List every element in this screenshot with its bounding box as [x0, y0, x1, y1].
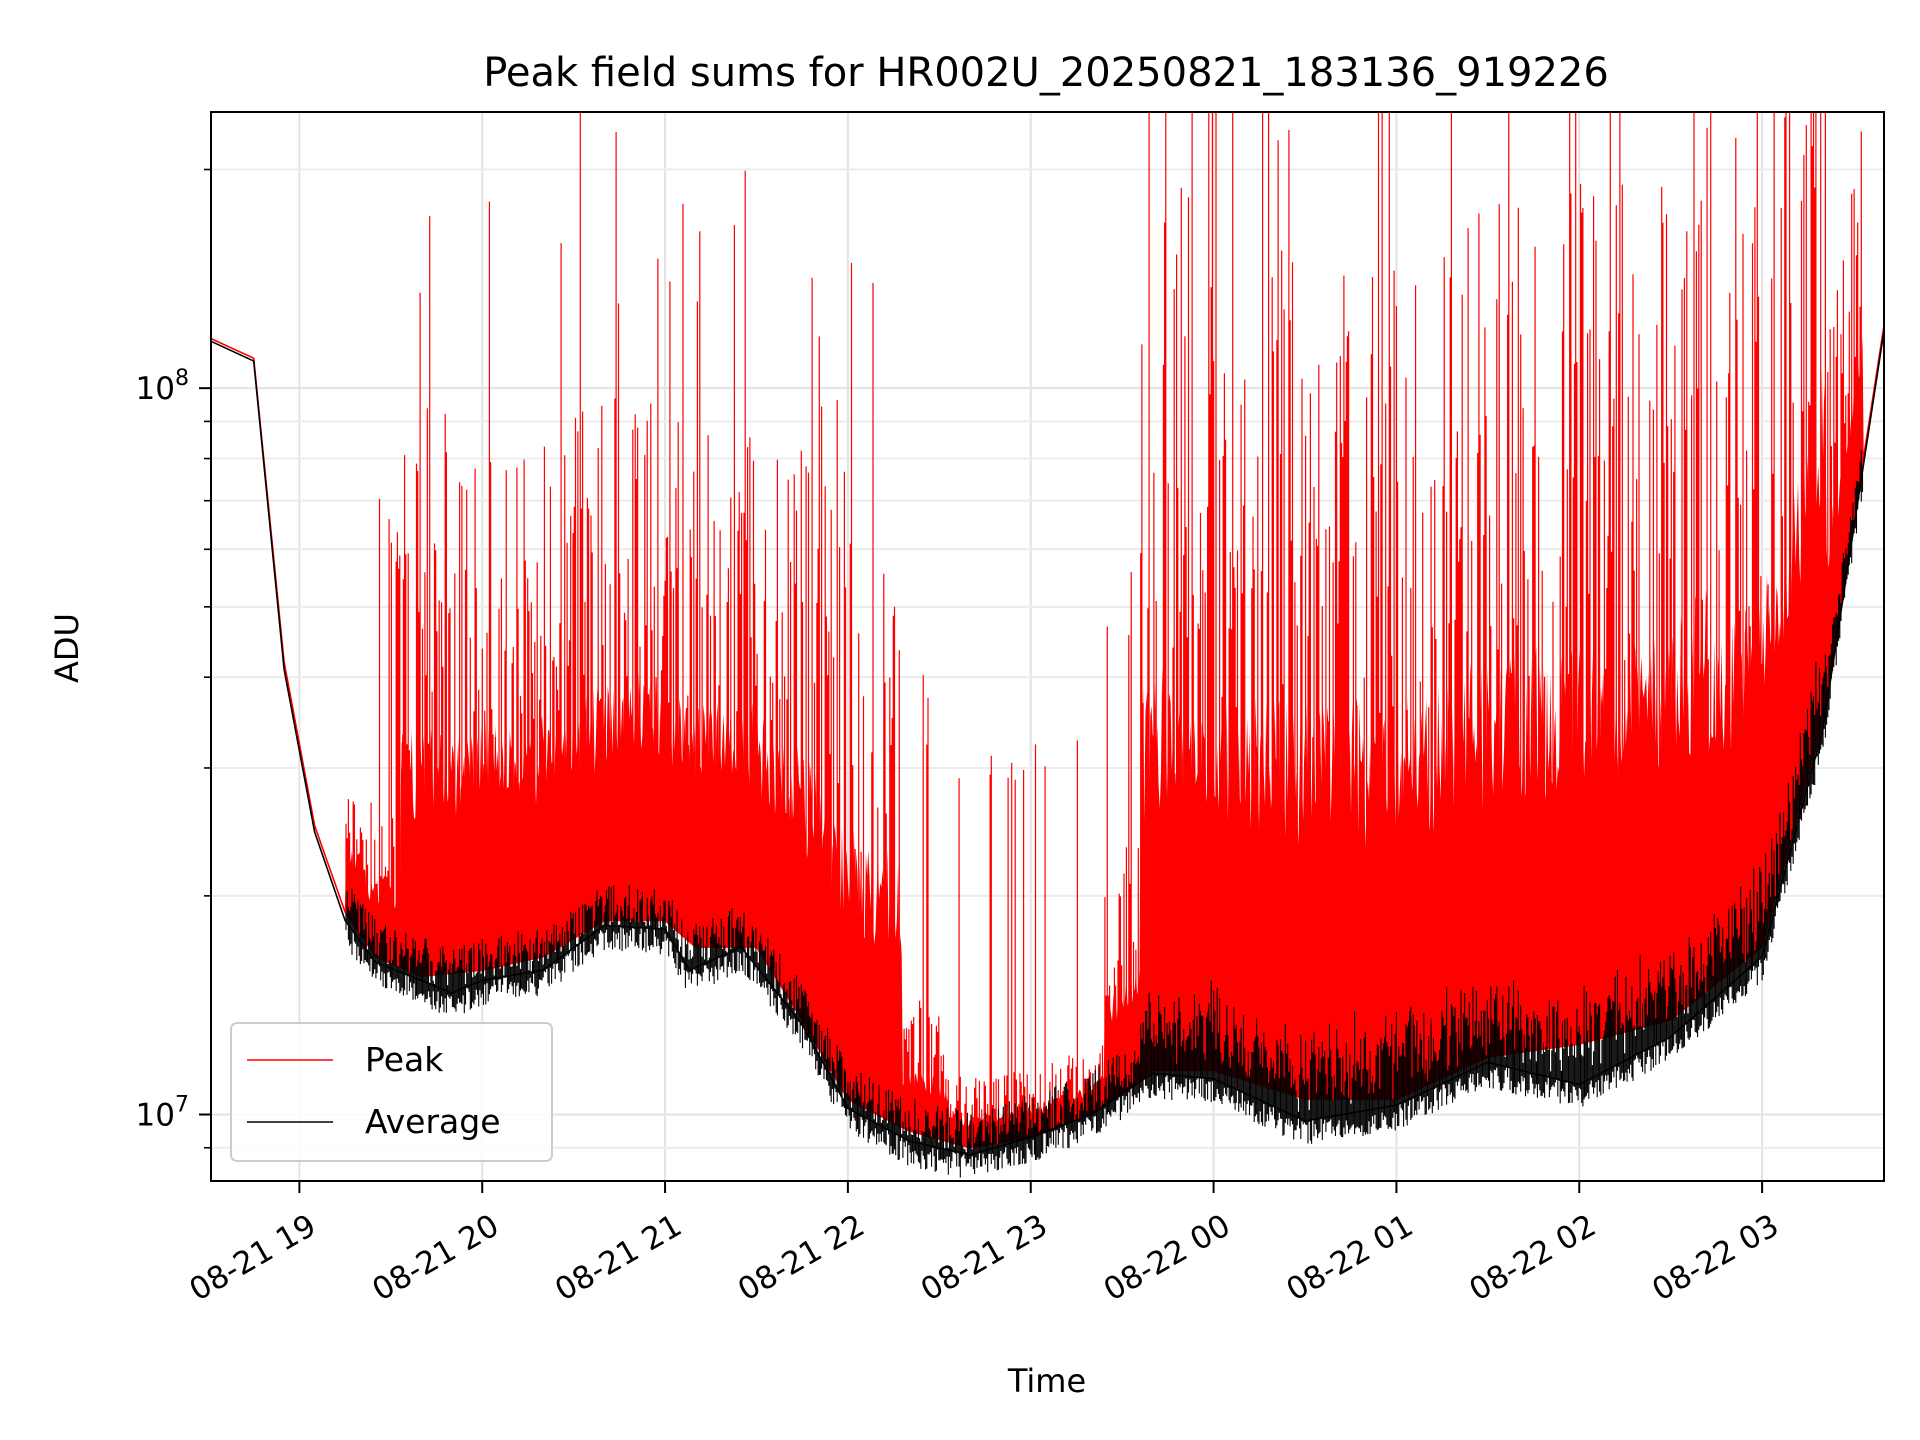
plot-area — [211, 112, 1884, 1178]
y-tick-label: 108 — [136, 366, 189, 407]
peak-spike-band — [211, 325, 1884, 1148]
legend: Peak Average — [230, 1022, 553, 1162]
legend-label-average: Average — [365, 1102, 501, 1141]
series-line-average — [211, 330, 1884, 1156]
x-axis-label: Time — [1007, 1362, 1086, 1400]
peak-spikes — [345, 112, 1862, 1148]
chart-title: Peak field sums for HR002U_20250821_1831… — [483, 50, 1609, 96]
y-tick-label: 107 — [136, 1093, 189, 1134]
y-axis: 107 108 — [136, 168, 211, 1149]
legend-label-peak: Peak — [365, 1040, 444, 1079]
legend-box — [230, 1022, 553, 1162]
y-axis-label: ADU — [48, 613, 86, 683]
plot-frame — [210, 111, 1885, 1182]
